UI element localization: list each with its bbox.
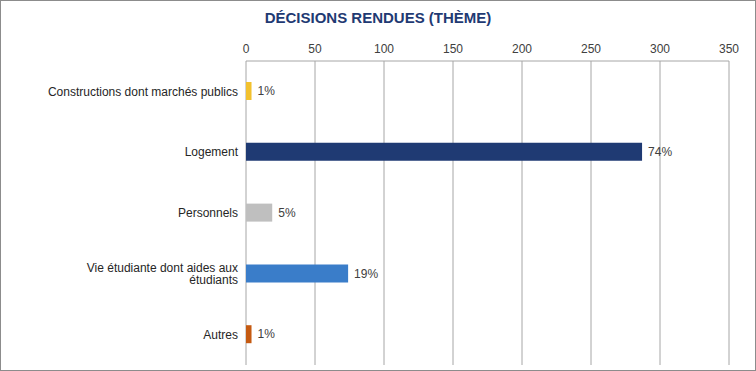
svg-text:Constructions dont marchés pub: Constructions dont marchés publics bbox=[48, 85, 238, 99]
svg-text:250: 250 bbox=[581, 42, 601, 56]
svg-text:Vie étudiante dont aides auxét: Vie étudiante dont aides auxétudiants bbox=[87, 261, 238, 287]
svg-text:Personnels: Personnels bbox=[178, 206, 238, 220]
svg-text:1%: 1% bbox=[258, 84, 276, 98]
svg-text:200: 200 bbox=[512, 42, 532, 56]
svg-text:19%: 19% bbox=[354, 267, 378, 281]
svg-text:150: 150 bbox=[443, 42, 463, 56]
svg-text:50: 50 bbox=[308, 42, 322, 56]
html-text:DÉCISIONS RENDUES (THÈME): DÉCISIONS RENDUES (THÈME) bbox=[264, 9, 492, 26]
svg-text:0: 0 bbox=[243, 42, 250, 56]
svg-text:Logement: Logement bbox=[185, 145, 239, 159]
svg-text:1%: 1% bbox=[258, 327, 276, 341]
svg-text:5%: 5% bbox=[278, 206, 296, 220]
svg-text:74%: 74% bbox=[648, 145, 672, 159]
svg-text:Autres: Autres bbox=[203, 328, 238, 342]
svg-text:350: 350 bbox=[719, 42, 739, 56]
svg-text:100: 100 bbox=[374, 42, 394, 56]
svg-text:300: 300 bbox=[650, 42, 670, 56]
